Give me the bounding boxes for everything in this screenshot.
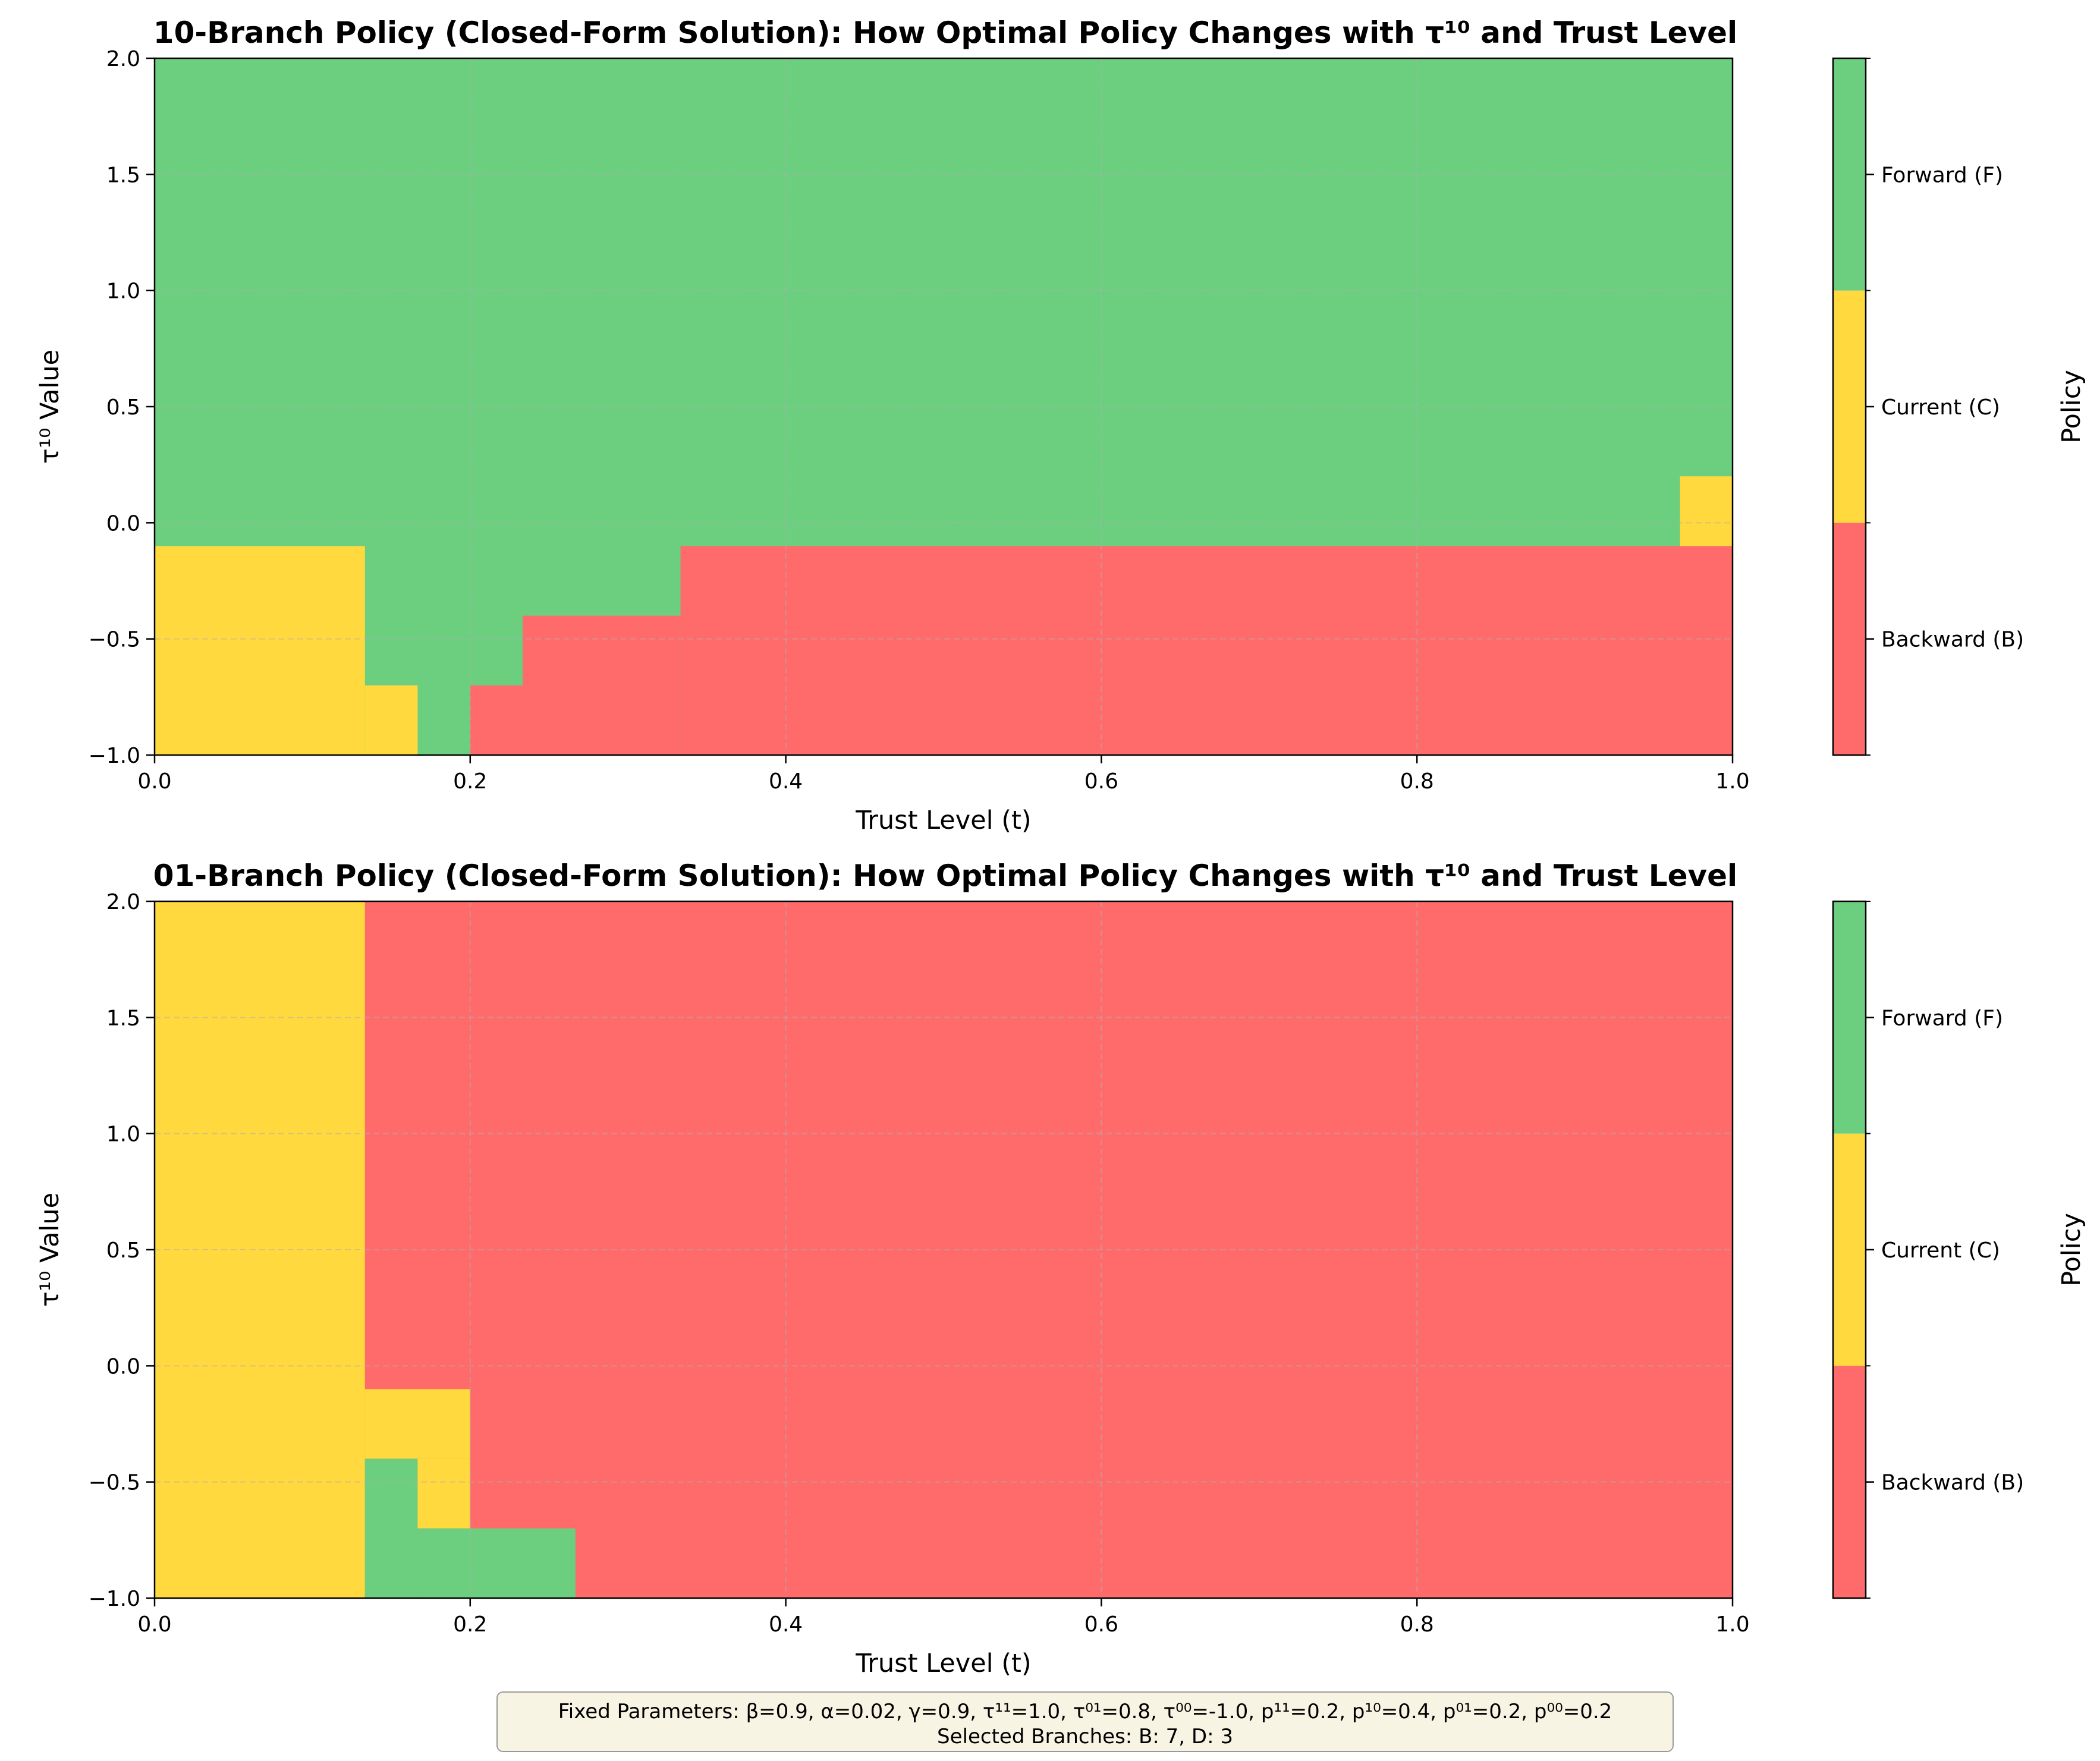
x-tick-label: 0.2	[453, 769, 487, 794]
colorbar: Backward (B) Current (C) Forward (F)	[1832, 900, 2024, 1599]
y-ticks: −1.0 −0.5 0.0 0.5 1.0 1.5 2.0	[89, 47, 155, 768]
colorbar-label: Policy	[2057, 370, 2086, 444]
y-tick-label: −1.0	[89, 1587, 140, 1611]
x-tick-label: 0.2	[453, 1612, 487, 1637]
heatmap-region-4	[523, 615, 681, 755]
colorbar-segment-1	[1833, 290, 1866, 523]
colorbar-tick-label: Current (C)	[1881, 395, 2000, 420]
heatmap-region-3	[364, 1458, 418, 1598]
y-tick-label: −0.5	[89, 628, 140, 652]
y-axis-label: τ¹⁰ Value	[35, 350, 65, 464]
y-tick-label: −1.0	[89, 744, 140, 768]
x-tick-label: 0.8	[1400, 1612, 1434, 1637]
heatmap-region-2	[364, 685, 418, 755]
colorbar-frame	[1832, 57, 1867, 756]
colorbar: Backward (B) Current (C) Forward (F)	[1832, 57, 2024, 756]
colorbar-segment-1	[1833, 1133, 1866, 1366]
y-tick-label: 2.0	[106, 890, 140, 914]
x-ticks: 0.0 0.2 0.4 0.6 0.8 1.0	[137, 755, 1750, 794]
colorbar-frame	[1832, 900, 1867, 1599]
x-ticks: 0.0 0.2 0.4 0.6 0.8 1.0	[137, 1598, 1750, 1637]
y-tick-label: 0.5	[106, 1238, 140, 1263]
x-tick-label: 0.4	[769, 1612, 803, 1637]
colorbar-label: Policy	[2057, 1213, 2086, 1287]
heatmap-region-5	[680, 546, 1733, 755]
x-axis-label: Trust Level (t)	[855, 1649, 1031, 1678]
x-tick-label: 0.0	[137, 1612, 171, 1637]
parameters-line: Fixed Parameters: β=0.9, α=0.02, γ=0.9, …	[558, 1700, 1612, 1724]
x-tick-label: 0.6	[1084, 1612, 1118, 1637]
colorbar-segment-0	[1833, 523, 1866, 755]
colorbar-segment-2	[1833, 58, 1866, 291]
colorbar-tick-label: Forward (F)	[1881, 163, 2003, 187]
colorbar-tick-label: Forward (F)	[1881, 1006, 2003, 1030]
y-axis-label: τ¹⁰ Value	[35, 1193, 65, 1307]
colorbar-tick-label: Current (C)	[1881, 1238, 2000, 1263]
colorbar-segment-2	[1833, 901, 1866, 1134]
colorbar-tick-label: Backward (B)	[1881, 628, 2024, 652]
y-tick-label: 1.0	[106, 279, 140, 304]
x-tick-label: 1.0	[1715, 1612, 1749, 1637]
parameters-box: Fixed Parameters: β=0.9, α=0.02, γ=0.9, …	[496, 1691, 1674, 1752]
y-ticks: −1.0 −0.5 0.0 0.5 1.0 1.5 2.0	[89, 890, 155, 1611]
x-tick-label: 1.0	[1715, 769, 1749, 794]
x-tick-label: 0.0	[137, 769, 171, 794]
x-tick-label: 0.8	[1400, 769, 1434, 794]
x-axis-label: Trust Level (t)	[855, 806, 1031, 835]
y-tick-label: 0.0	[106, 511, 140, 536]
heatmap-regions	[155, 901, 1733, 1598]
y-tick-label: 1.0	[106, 1122, 140, 1147]
y-tick-label: 1.5	[106, 1006, 140, 1030]
heatmap-region-5	[417, 1528, 576, 1598]
colorbar-tick-label: Backward (B)	[1881, 1471, 2024, 1495]
panel-01-branch: 01-Branch Policy (Closed-Form Solution):…	[35, 859, 2086, 1678]
heatmap-region-1	[155, 546, 365, 755]
heatmap-region-6	[1680, 476, 1733, 546]
y-tick-label: −0.5	[89, 1471, 140, 1495]
y-tick-label: 0.0	[106, 1354, 140, 1379]
selected-branches-line: Selected Branches: B: 7, D: 3	[937, 1725, 1233, 1749]
chart-title: 10-Branch Policy (Closed-Form Solution):…	[153, 15, 1737, 50]
y-tick-label: 2.0	[106, 47, 140, 71]
heatmap-region-4	[417, 1458, 470, 1529]
x-tick-label: 0.4	[769, 769, 803, 794]
heatmap-region-2	[364, 1389, 470, 1459]
y-tick-label: 1.5	[106, 163, 140, 187]
heatmap-regions	[155, 58, 1733, 755]
panel-10-branch: 10-Branch Policy (Closed-Form Solution):…	[35, 15, 2086, 835]
chart-title: 01-Branch Policy (Closed-Form Solution):…	[153, 859, 1737, 893]
colorbar-segment-0	[1833, 1366, 1866, 1598]
x-tick-label: 0.6	[1084, 769, 1118, 794]
heatmap-region-3	[470, 685, 523, 755]
y-tick-label: 0.5	[106, 395, 140, 420]
